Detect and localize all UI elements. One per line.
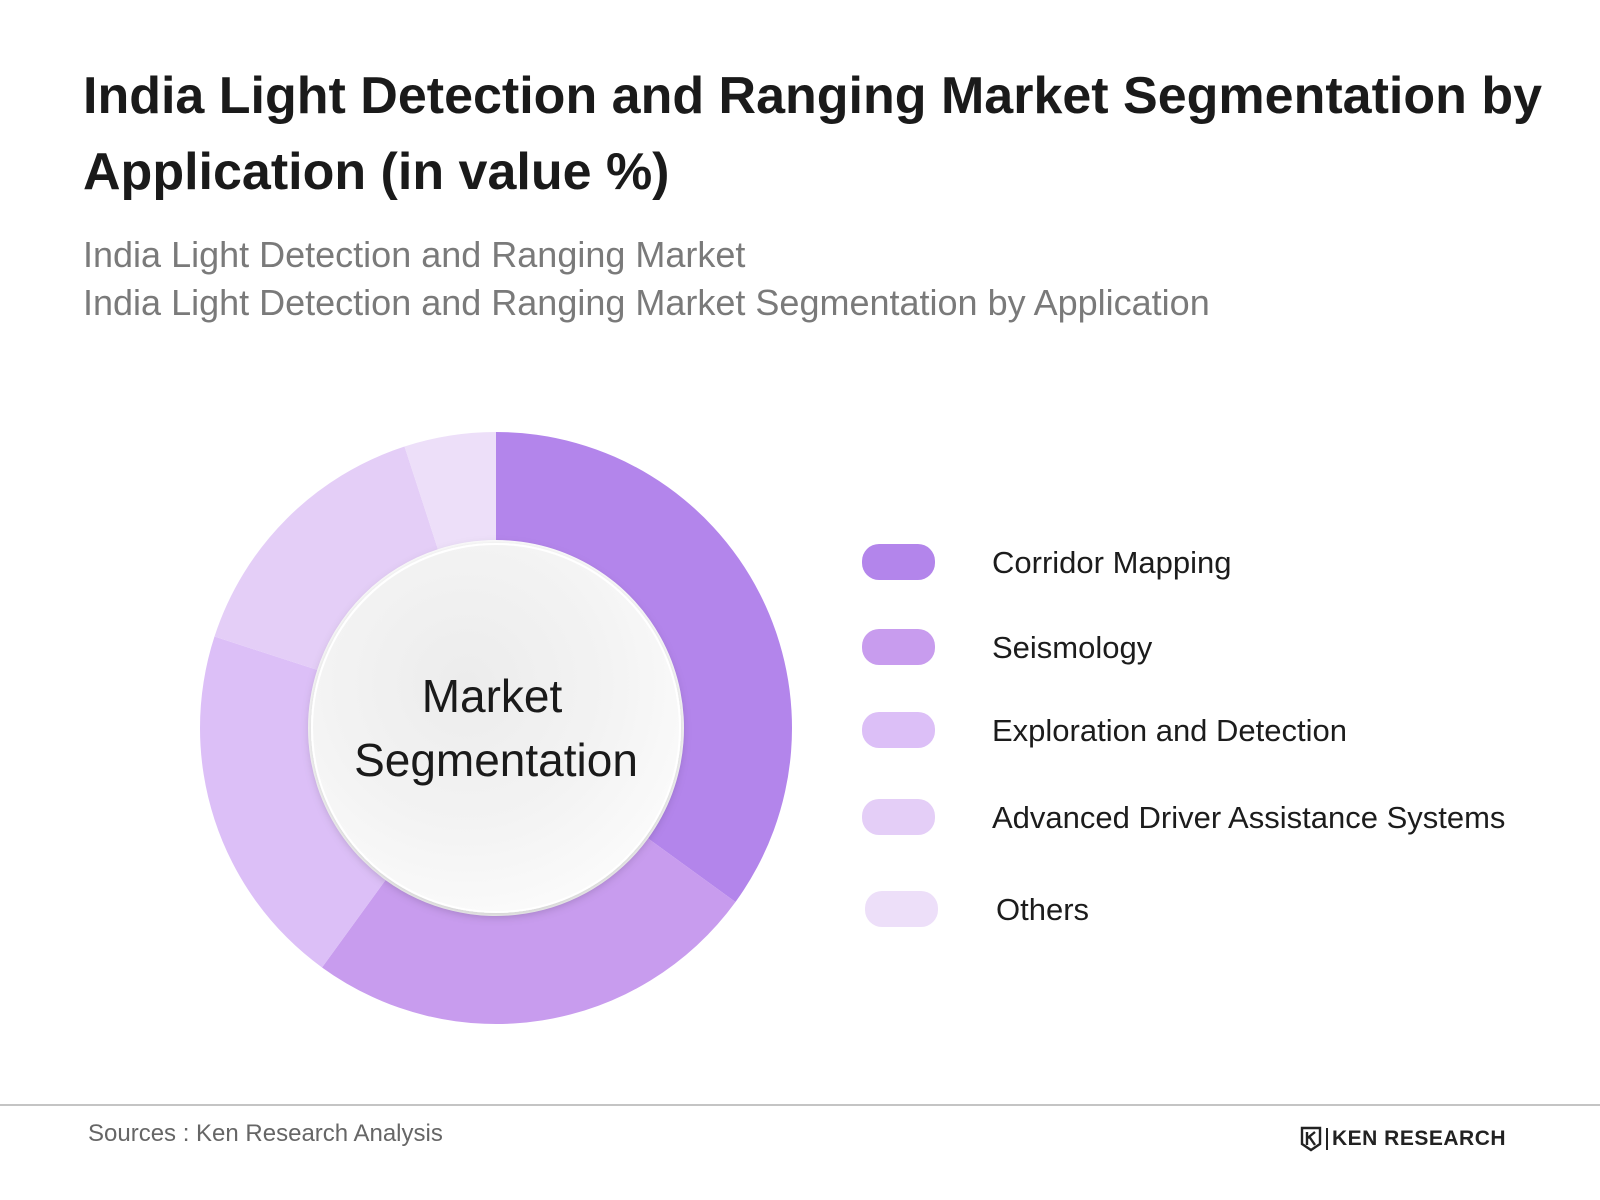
brand-name: KEN RESEARCH <box>1332 1127 1507 1150</box>
donut-slice-corridor-mapping <box>496 432 793 902</box>
donut-slice-others <box>404 432 496 550</box>
legend-swatch-others <box>865 891 938 927</box>
legend-swatch-advanced-driver-assistance-systems <box>862 799 935 835</box>
sources-note: Sources : Ken Research Analysis <box>88 1120 443 1147</box>
legend-label-corridor-mapping: Corridor Mapping <box>992 545 1232 580</box>
legend-label-seismology: Seismology <box>992 630 1153 665</box>
chart-subtitle-market: India Light Detection and Ranging Market <box>83 234 746 275</box>
footer-divider <box>0 1104 1600 1106</box>
donut-center-disc <box>311 543 681 913</box>
brand-separator <box>1326 1128 1328 1150</box>
legend-label-exploration-and-detection: Exploration and Detection <box>992 713 1347 748</box>
legend-swatch-corridor-mapping <box>862 544 935 580</box>
chart-title: India Light Detection and Ranging Market… <box>83 67 1542 201</box>
chart-subtitle-segmentation: India Light Detection and Ranging Market… <box>83 282 1210 323</box>
chart-legend: Corridor Mapping Seismology Exploration an… <box>862 544 1505 927</box>
brand-mark: KEN RESEARCH <box>1300 1124 1506 1154</box>
legend-label-others: Others <box>996 892 1089 927</box>
legend-swatch-exploration-and-detection <box>862 712 935 748</box>
center-label-segmentation: Segmentation <box>354 734 638 786</box>
legend-swatch-seismology <box>862 629 935 665</box>
donut-slices <box>199 432 793 1024</box>
donut-slice-exploration-and-detection <box>199 636 386 968</box>
donut-chart: Market Segmentation Corridor Mapping Seis… <box>199 432 1505 1024</box>
legend-label-advanced-driver-assistance-systems: Advanced Driver Assistance Systems <box>992 800 1505 835</box>
donut-slice-seismology <box>322 838 736 1024</box>
center-label-market: Market <box>422 670 563 722</box>
ken-research-logo-icon <box>1300 1126 1322 1152</box>
donut-slice-advanced-driver-assistance-systems <box>214 446 438 670</box>
